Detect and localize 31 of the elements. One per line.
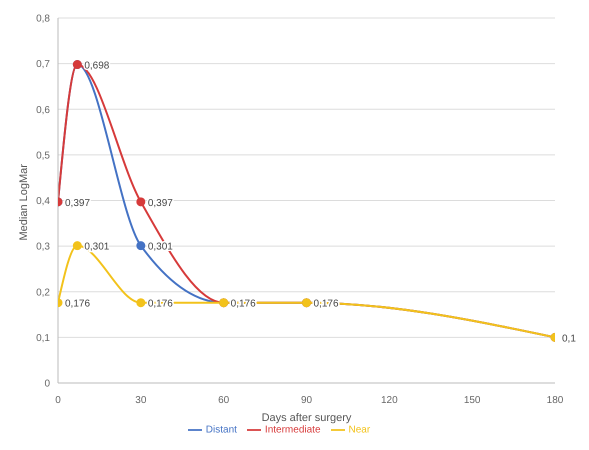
y-tick-label: 0,8 <box>36 14 50 25</box>
data-label: 0,176 <box>65 298 90 310</box>
y-axis-title: Median LogMar <box>18 164 30 240</box>
x-axis-title: Days after surgery <box>262 412 352 424</box>
point <box>136 241 146 250</box>
legend-label: Intermediate <box>264 424 321 436</box>
y-tick-label: 0,7 <box>36 59 50 70</box>
y-tick-label: 0,1 <box>36 332 50 344</box>
x-tick-label: 0 <box>55 395 62 406</box>
x-tick-label: 150 <box>464 395 481 406</box>
y-tick-label: 0 <box>44 378 50 390</box>
x-tick-label: 90 <box>300 395 312 406</box>
legend-label: Distant <box>206 424 237 436</box>
legend-label: Near <box>348 424 370 436</box>
y-tick-label: 0,5 <box>36 150 50 162</box>
point <box>136 298 146 308</box>
point <box>72 241 82 250</box>
y-tick-label: 0,2 <box>36 287 50 298</box>
x-tick-label: 120 <box>380 395 398 406</box>
x-tick-label: 30 <box>135 395 147 406</box>
data-label: 0,301 <box>84 242 110 253</box>
data-label: 0,397 <box>65 198 90 209</box>
point <box>136 197 146 206</box>
data-label: 0,698 <box>84 60 110 72</box>
y-tick-label: 0,4 <box>36 196 50 208</box>
y-tick-label: 0,3 <box>36 242 50 253</box>
x-tick-label: 180 <box>546 395 564 406</box>
x-tick-label: 60 <box>218 395 230 406</box>
data-label: 0,397 <box>148 198 174 209</box>
y-tick-label: 0,6 <box>36 104 50 116</box>
data-label: 0,1 <box>562 333 576 344</box>
